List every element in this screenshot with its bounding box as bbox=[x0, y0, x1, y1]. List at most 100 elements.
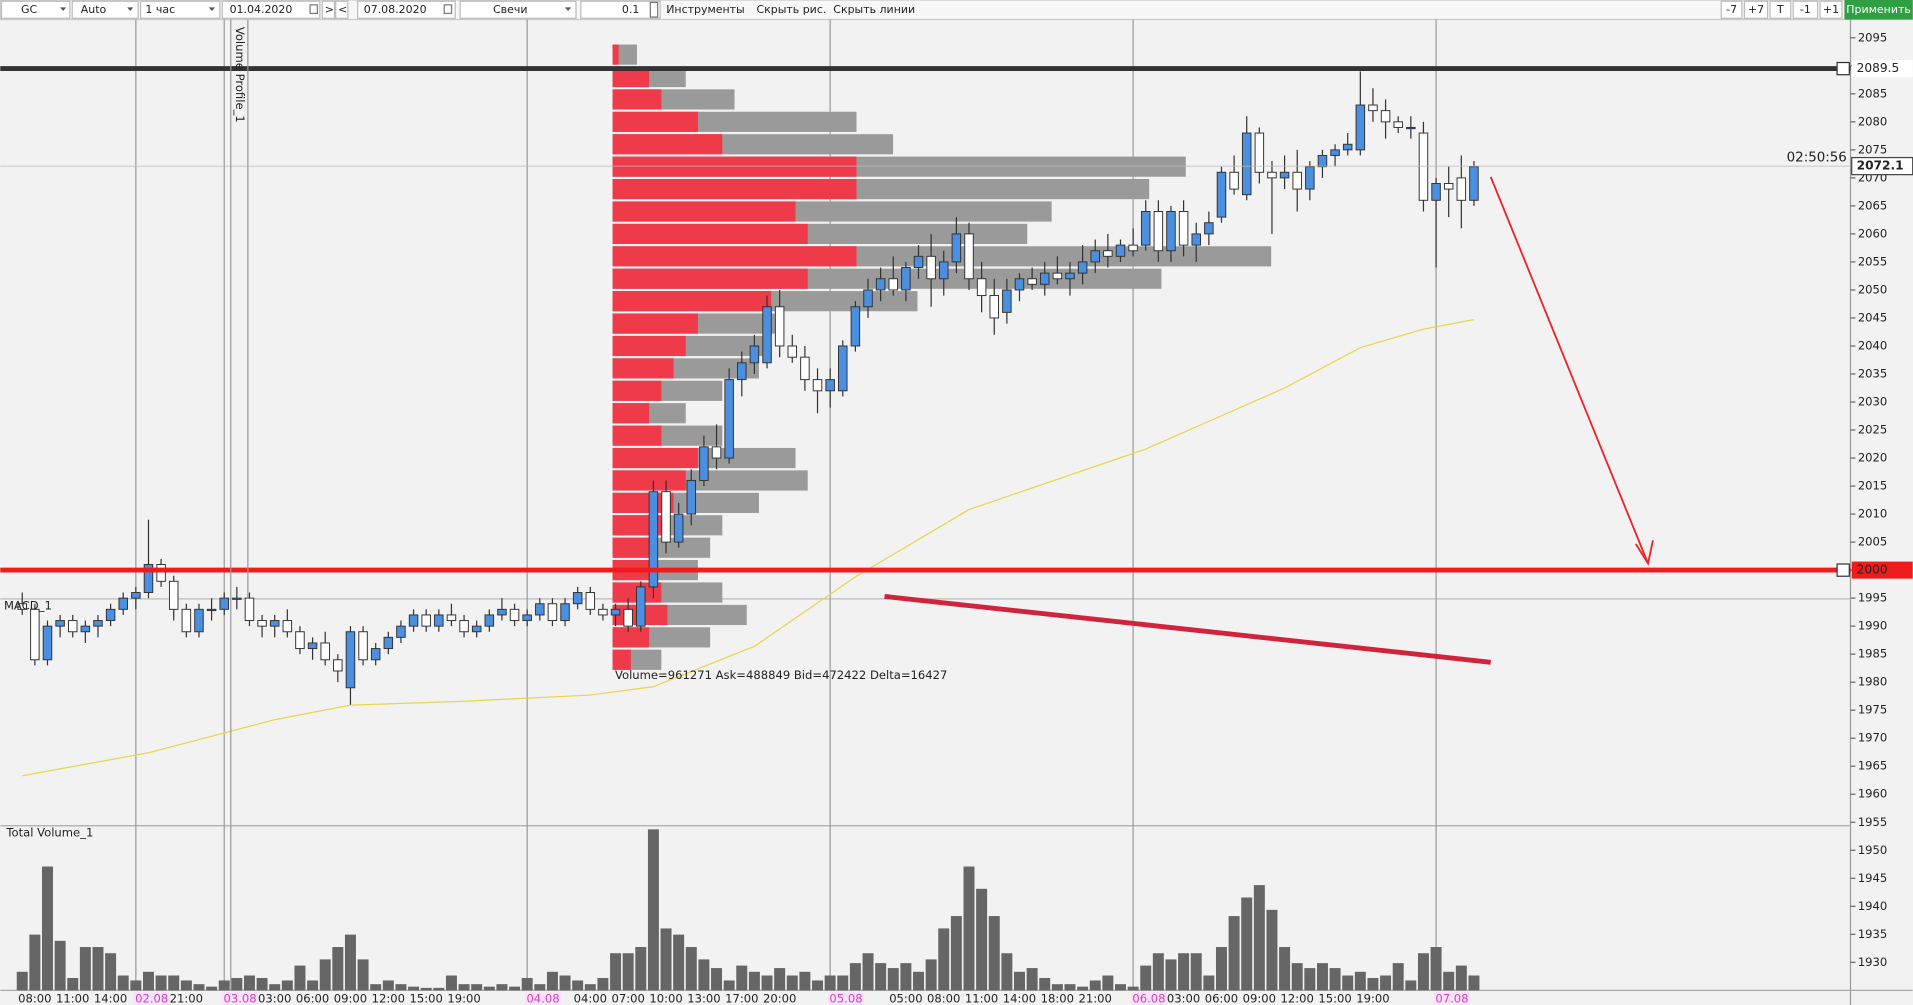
volume-bar bbox=[1114, 984, 1126, 991]
x-tick-label: 08:00 bbox=[18, 991, 51, 1005]
prev-button[interactable] bbox=[335, 0, 349, 19]
timeframe-select[interactable] bbox=[139, 0, 221, 19]
x-tick-label: 08:00 bbox=[927, 991, 960, 1005]
profile-bid bbox=[612, 223, 808, 244]
next-button[interactable] bbox=[321, 0, 336, 19]
volume-bar bbox=[584, 984, 596, 991]
hide-lines[interactable]: Скрыть линии bbox=[833, 3, 915, 16]
volume-bar bbox=[41, 866, 53, 991]
volume-bar bbox=[913, 971, 924, 991]
volume-bar bbox=[647, 829, 659, 991]
profile-bid bbox=[612, 380, 662, 401]
next-text: > bbox=[325, 3, 334, 16]
volume-bar bbox=[294, 965, 306, 991]
date-from[interactable] bbox=[221, 0, 321, 19]
candle-body bbox=[938, 261, 949, 280]
x-tick-label: 07:00 bbox=[611, 991, 644, 1005]
candle-body bbox=[1241, 132, 1252, 196]
volume-bar bbox=[1342, 975, 1354, 991]
level-close[interactable] bbox=[1836, 563, 1850, 577]
volume-bar bbox=[319, 959, 331, 991]
zoom-button[interactable] bbox=[1720, 0, 1743, 19]
tools-menu[interactable]: Инструменты bbox=[666, 3, 745, 16]
profile-bid bbox=[612, 156, 857, 177]
volume-bar bbox=[812, 980, 824, 991]
symbol: GC bbox=[21, 3, 37, 16]
volume-bar bbox=[963, 866, 975, 991]
candle-body bbox=[1380, 110, 1391, 123]
profile-bid bbox=[612, 201, 796, 222]
step-text: 0.1 bbox=[622, 3, 639, 16]
volume-bar bbox=[344, 934, 356, 991]
x-tick-label: 03.08 bbox=[223, 991, 256, 1005]
candle-body bbox=[434, 614, 444, 627]
apply-text: Применить bbox=[1846, 3, 1911, 16]
volume-bar bbox=[1380, 975, 1392, 991]
y-tick-label: 2055 bbox=[1858, 254, 1887, 268]
volume-bar bbox=[16, 971, 28, 991]
volume-bar bbox=[711, 968, 723, 991]
candle-body bbox=[699, 446, 709, 481]
volume-bar bbox=[142, 971, 154, 991]
zoom-button[interactable] bbox=[1819, 0, 1843, 19]
y-tick-label: 1995 bbox=[1858, 591, 1887, 605]
volume-bar bbox=[332, 947, 344, 991]
candle-body bbox=[408, 614, 419, 627]
candle-body bbox=[1204, 222, 1214, 235]
volume-bar bbox=[938, 928, 950, 991]
volume-bar bbox=[761, 975, 773, 991]
volume-bar bbox=[1266, 909, 1278, 991]
volume-bar bbox=[559, 975, 571, 991]
y-tick-label: 1940 bbox=[1858, 899, 1887, 913]
hide-drawings[interactable]: Скрыть рис. bbox=[756, 3, 826, 16]
zoom-label: -1 bbox=[1800, 3, 1811, 16]
candle-body bbox=[320, 642, 330, 661]
x-tick-label: 05.08 bbox=[829, 991, 862, 1005]
candle-body bbox=[850, 306, 861, 347]
y-tick-label: 2025 bbox=[1858, 423, 1887, 437]
volume-bar bbox=[849, 963, 861, 991]
volume-bar bbox=[231, 977, 243, 991]
candle-body bbox=[1166, 211, 1176, 252]
y-tick-label: 1975 bbox=[1858, 703, 1887, 717]
volume-bar bbox=[269, 984, 281, 991]
calendar-icon[interactable] bbox=[309, 4, 319, 15]
step-input[interactable] bbox=[580, 0, 661, 19]
zoom-button[interactable] bbox=[1743, 0, 1769, 19]
volume-bar bbox=[1215, 947, 1227, 991]
volume-bar bbox=[1316, 963, 1328, 991]
volume-label: Total Volume_1 bbox=[5, 826, 93, 840]
volume-bar bbox=[67, 977, 79, 991]
date-to[interactable] bbox=[357, 0, 456, 19]
zoom-button[interactable] bbox=[1769, 0, 1792, 19]
volume-bar bbox=[206, 986, 218, 991]
candle-body bbox=[560, 603, 570, 622]
candle-body bbox=[623, 608, 633, 627]
spinner[interactable] bbox=[649, 1, 659, 18]
apply-button[interactable] bbox=[1844, 0, 1913, 20]
x-tick-label: 15:00 bbox=[1318, 991, 1351, 1005]
volume-bar bbox=[1279, 947, 1291, 991]
zoom-button[interactable] bbox=[1792, 0, 1819, 19]
candle-body bbox=[206, 608, 217, 612]
candle-body bbox=[951, 233, 962, 263]
volume-bar bbox=[572, 980, 584, 991]
candle-body bbox=[1292, 171, 1302, 190]
candle-body bbox=[1027, 278, 1037, 285]
symbol-select[interactable] bbox=[0, 0, 71, 19]
y-tick-label: 2005 bbox=[1858, 535, 1887, 549]
volume-bar bbox=[1152, 953, 1164, 991]
date-tag bbox=[133, 991, 171, 1005]
volume-bar bbox=[1127, 986, 1139, 991]
x-tick-label: 09:00 bbox=[334, 991, 367, 1005]
style-select[interactable] bbox=[459, 0, 577, 19]
candle-body bbox=[749, 345, 760, 364]
volume-bar bbox=[1178, 953, 1190, 991]
scale-select[interactable] bbox=[71, 0, 139, 19]
candle-body bbox=[585, 592, 596, 610]
calendar-icon[interactable] bbox=[443, 4, 453, 15]
level-close[interactable] bbox=[1836, 61, 1850, 76]
candle-body bbox=[673, 513, 684, 543]
candle-body bbox=[1305, 166, 1315, 190]
